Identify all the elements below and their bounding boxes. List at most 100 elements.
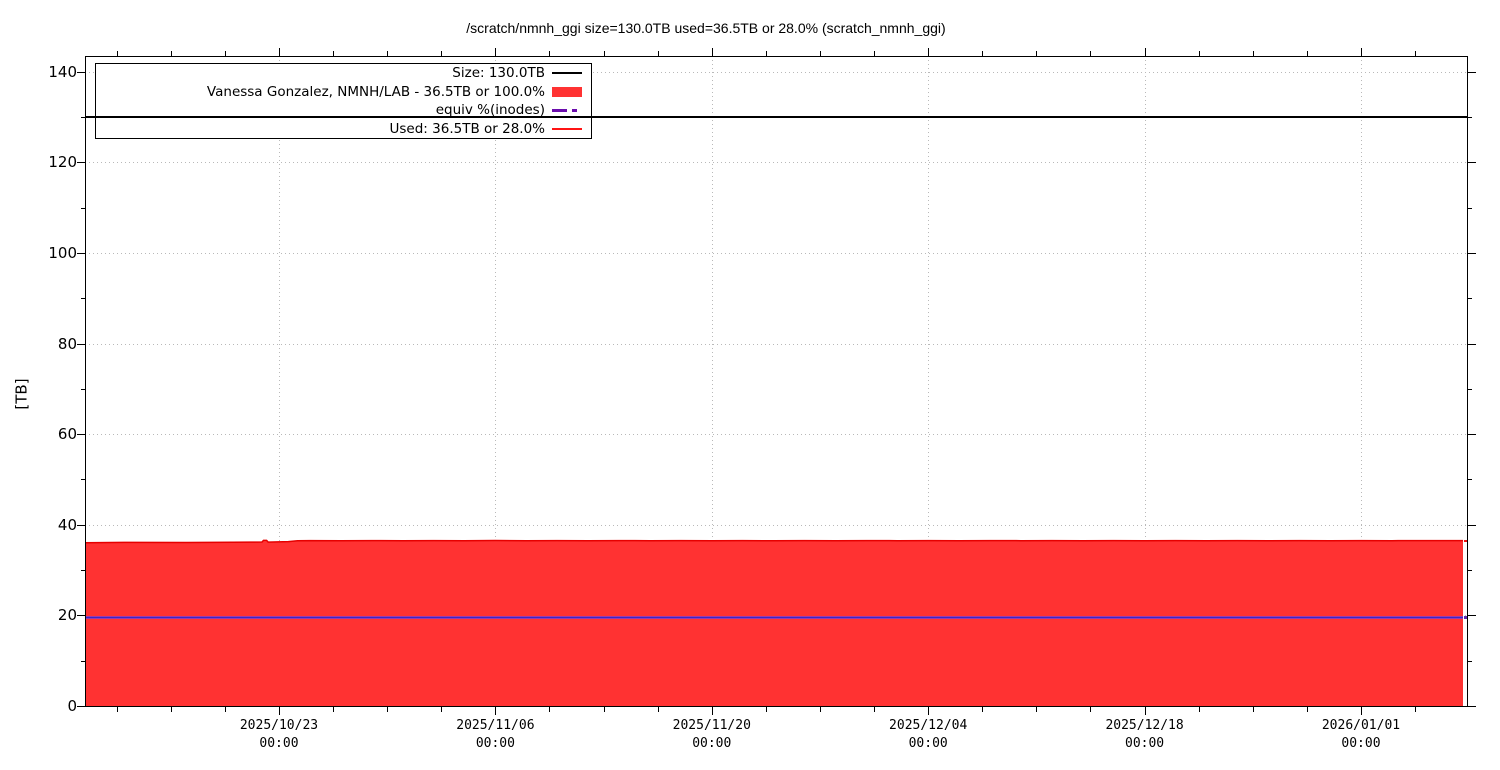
xtick-minor-top xyxy=(1306,51,1308,56)
ytick-major-left xyxy=(77,162,85,164)
xtick-minor-top xyxy=(603,51,605,56)
xtick-minor-bottom xyxy=(170,707,172,712)
used-area-series xyxy=(85,539,1463,706)
xtick-minor-bottom xyxy=(765,707,767,712)
xtick-major-top xyxy=(1144,48,1146,56)
ytick-minor-right xyxy=(1468,207,1472,209)
legend-box: Size: 130.0TB Vanessa Gonzalez, NMNH/LAB… xyxy=(95,63,592,139)
xtick-label: 2026/01/01 00:00 xyxy=(1321,718,1401,751)
xtick-major-bottom xyxy=(1144,707,1146,715)
xtick-minor-bottom xyxy=(224,707,226,712)
ytick-major-left xyxy=(77,252,85,254)
xtick-minor-bottom xyxy=(387,707,389,712)
ytick-minor-right xyxy=(1468,570,1472,572)
xtick-minor-top xyxy=(1415,51,1417,56)
ytick-label: 140 xyxy=(48,62,77,81)
gridline-h-40 xyxy=(85,524,1468,526)
xtick-major-top xyxy=(711,48,713,56)
ytick-major-left xyxy=(77,615,85,617)
xtick-minor-bottom xyxy=(982,707,984,712)
xtick-minor-top xyxy=(657,51,659,56)
gridline-v-3 xyxy=(928,56,930,707)
xtick-minor-bottom xyxy=(116,707,118,712)
xtick-minor-bottom xyxy=(1306,707,1308,712)
xtick-major-bottom xyxy=(278,707,280,715)
legend-sample-used-line xyxy=(552,127,582,130)
xtick-label: 2025/12/18 00:00 xyxy=(1105,718,1184,751)
legend-label-size: Size: 130.0TB xyxy=(452,65,545,82)
xtick-minor-top xyxy=(549,51,551,56)
ytick-minor-left xyxy=(81,388,85,390)
used-line xyxy=(85,539,1463,544)
xtick-minor-bottom xyxy=(1090,707,1092,712)
xtick-label: 2025/10/23 00:00 xyxy=(239,718,319,751)
xtick-minor-bottom xyxy=(1415,707,1417,712)
xtick-label: 2025/11/06 00:00 xyxy=(456,718,535,751)
ytick-minor-left xyxy=(81,479,85,481)
legend-row-used: Used: 36.5TB or 28.0% xyxy=(96,120,591,139)
gridline-h-60 xyxy=(85,434,1468,436)
gridline-v-4 xyxy=(1144,56,1146,707)
legend-row-size: Size: 130.0TB xyxy=(96,64,591,83)
size-limit-line xyxy=(85,115,1468,118)
gridline-h-80 xyxy=(85,343,1468,345)
xtick-minor-bottom xyxy=(441,707,443,712)
xtick-minor-top xyxy=(1036,51,1038,56)
xtick-major-top xyxy=(1360,48,1362,56)
xtick-minor-bottom xyxy=(874,707,876,712)
xtick-minor-top xyxy=(1198,51,1200,56)
ytick-label: 0 xyxy=(67,697,77,715)
ytick-major-right xyxy=(1468,706,1476,707)
legend-row-inodes: equiv %(inodes) xyxy=(96,101,591,120)
ytick-minor-right xyxy=(1468,479,1472,481)
ytick-label: 60 xyxy=(57,425,77,444)
ytick-minor-left xyxy=(81,298,85,300)
xtick-minor-top xyxy=(1252,51,1254,56)
xtick-major-bottom xyxy=(928,707,930,715)
xtick-major-top xyxy=(928,48,930,56)
legend-label-inodes: equiv %(inodes) xyxy=(435,102,545,119)
ytick-label: 40 xyxy=(57,515,77,534)
xtick-minor-top xyxy=(224,51,226,56)
xtick-minor-top xyxy=(765,51,767,56)
ytick-minor-right xyxy=(1468,660,1472,662)
gridline-h-140 xyxy=(85,71,1468,73)
xtick-major-top xyxy=(495,48,497,56)
used-line-edge-mark xyxy=(1464,539,1468,542)
inodes-line-edge-mark xyxy=(1464,616,1468,620)
ytick-minor-right xyxy=(1468,116,1472,118)
xtick-label: 2025/11/20 00:00 xyxy=(672,718,751,751)
ytick-major-right xyxy=(1468,71,1476,73)
xtick-major-bottom xyxy=(711,707,713,715)
xtick-minor-top xyxy=(170,51,172,56)
ytick-label: 120 xyxy=(48,153,77,172)
ytick-label: 80 xyxy=(57,334,77,353)
xtick-major-bottom xyxy=(495,707,497,715)
ytick-major-right xyxy=(1468,615,1476,617)
legend-sample-size-line xyxy=(552,72,582,75)
ytick-minor-left xyxy=(81,116,85,118)
xtick-minor-top xyxy=(982,51,984,56)
xtick-minor-top xyxy=(116,51,118,56)
gridline-h-120 xyxy=(85,162,1468,164)
xtick-minor-bottom xyxy=(1252,707,1254,712)
ytick-label: 20 xyxy=(57,606,77,625)
xtick-minor-bottom xyxy=(657,707,659,712)
legend-row-owner: Vanessa Gonzalez, NMNH/LAB - 36.5TB or 1… xyxy=(96,83,591,102)
ytick-minor-left xyxy=(81,207,85,209)
y-axis-title: [TB] xyxy=(12,378,31,410)
xtick-minor-top xyxy=(819,51,821,56)
legend-sample-inodes-dash xyxy=(552,108,582,112)
gridline-v-0 xyxy=(278,56,280,707)
xtick-minor-bottom xyxy=(603,707,605,712)
legend-label-owner: Vanessa Gonzalez, NMNH/LAB - 36.5TB or 1… xyxy=(206,83,545,100)
xtick-minor-bottom xyxy=(819,707,821,712)
xtick-major-bottom xyxy=(1360,707,1362,715)
ytick-major-right xyxy=(1468,434,1476,436)
xtick-minor-bottom xyxy=(333,707,335,712)
ytick-major-left xyxy=(77,343,85,345)
ytick-minor-left xyxy=(81,660,85,662)
xtick-minor-bottom xyxy=(1198,707,1200,712)
xtick-minor-top xyxy=(1090,51,1092,56)
